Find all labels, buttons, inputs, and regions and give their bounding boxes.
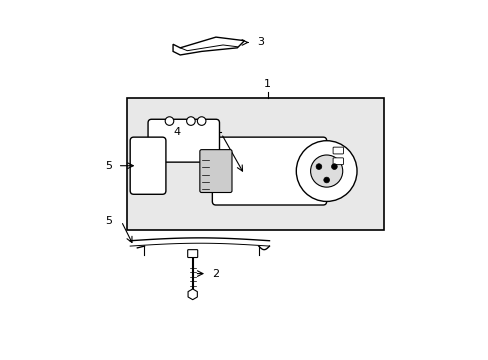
Circle shape [186,117,195,125]
FancyBboxPatch shape [200,150,231,193]
Circle shape [315,164,321,170]
FancyBboxPatch shape [332,147,343,154]
Text: 5: 5 [105,216,112,226]
Circle shape [310,155,342,187]
FancyBboxPatch shape [212,137,326,205]
Text: 1: 1 [264,79,271,89]
Polygon shape [173,37,244,55]
FancyBboxPatch shape [187,249,197,257]
FancyBboxPatch shape [126,98,383,230]
FancyBboxPatch shape [148,119,219,162]
Text: 3: 3 [257,37,264,48]
Circle shape [331,164,337,170]
Circle shape [296,141,356,202]
Circle shape [323,177,329,183]
Circle shape [165,117,173,125]
Text: 2: 2 [212,269,219,279]
Text: 5: 5 [105,161,112,171]
FancyBboxPatch shape [332,158,343,165]
Circle shape [197,117,205,125]
FancyBboxPatch shape [130,137,165,194]
Text: 4: 4 [173,127,180,137]
